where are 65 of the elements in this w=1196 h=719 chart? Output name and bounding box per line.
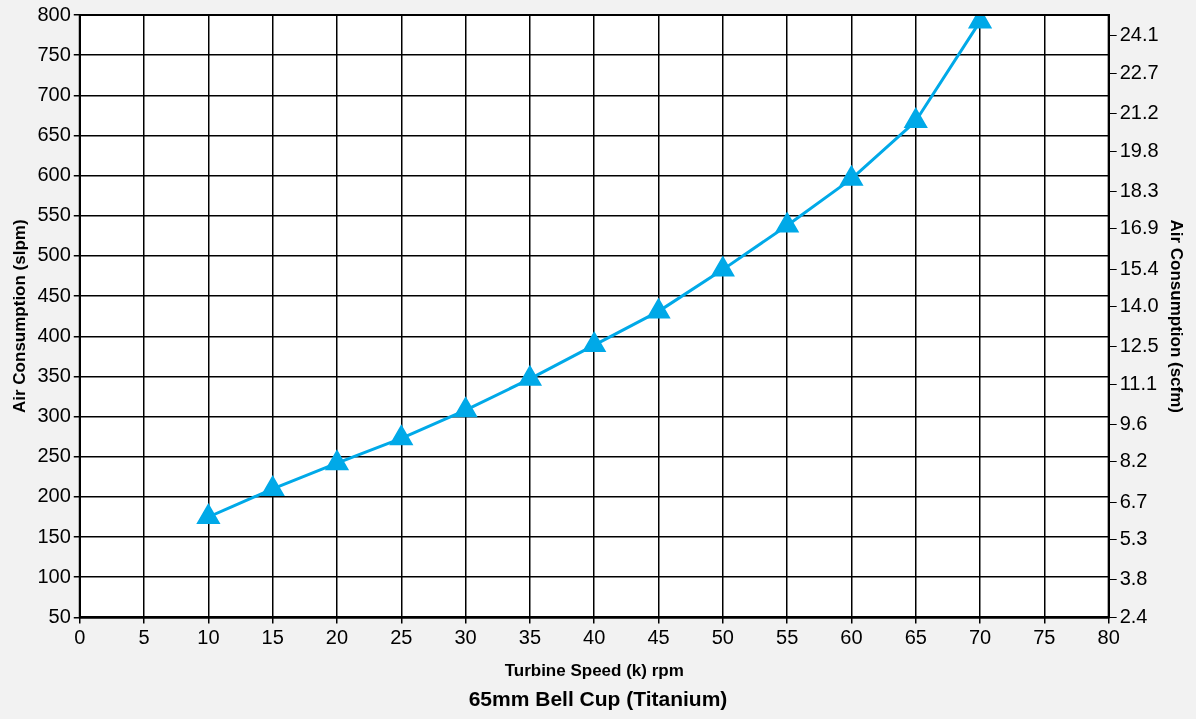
y2-tick-label: 19.8 — [1119, 138, 1159, 161]
y2-tick-label: 16.9 — [1119, 216, 1159, 239]
y-tick-label: 300 — [37, 404, 71, 427]
y2-tick-label: 6.7 — [1119, 489, 1148, 512]
y2-tick-label: 5.3 — [1119, 527, 1148, 550]
point — [454, 397, 477, 418]
y2-tick-label: 22.7 — [1119, 60, 1159, 83]
point — [647, 298, 670, 319]
x-tick-label: 10 — [197, 625, 220, 648]
x-tick-label: 0 — [74, 625, 86, 648]
x-tick-label: 60 — [840, 625, 863, 648]
y-tick-label: 400 — [37, 323, 71, 346]
x-tick-label: 15 — [261, 625, 284, 648]
y-tick-label: 750 — [37, 42, 71, 65]
point — [325, 450, 349, 471]
y-tick-label: 350 — [37, 363, 71, 386]
y2-tick-label: 8.2 — [1119, 449, 1148, 472]
x-tick-label: 70 — [968, 625, 992, 648]
x-tick-label: 40 — [583, 625, 606, 648]
x-tick-label: 30 — [454, 625, 477, 648]
y2-tick-label: 18.3 — [1119, 178, 1159, 201]
y2-tick-label: 12.5 — [1119, 334, 1159, 357]
y-tick-label: 50 — [48, 604, 71, 627]
x-tick-label: 25 — [390, 625, 413, 648]
y2-axis-title: Air Consumption (scfm) — [1167, 219, 1187, 413]
y2-tick-label: 14.0 — [1119, 294, 1159, 317]
y-axis-title: Air Consumption (slpm) — [9, 219, 29, 413]
y-tick-label: 600 — [37, 163, 71, 186]
point — [840, 166, 863, 186]
x-tick-label: 65 — [904, 625, 927, 648]
y-tick-label: 250 — [37, 444, 71, 467]
y2-tick-label: 15.4 — [1119, 256, 1159, 279]
y2-tick-label: 11.1 — [1119, 371, 1158, 394]
y-tick-label: 450 — [37, 283, 71, 306]
text: 65mm Bell Cup (Titanium) — [468, 687, 728, 711]
x-tick-label: 80 — [1097, 625, 1120, 648]
y-tick-label: 800 — [37, 2, 71, 25]
y2-tick-label: 24.1 — [1119, 23, 1159, 46]
y2-tick-label: 9.6 — [1119, 411, 1148, 434]
x-tick-label: 20 — [325, 625, 349, 648]
point — [261, 476, 284, 496]
y-tick-label: 700 — [37, 82, 71, 105]
point — [776, 212, 799, 233]
y2-tick-label: 3.8 — [1119, 567, 1148, 590]
point — [711, 257, 734, 277]
y2-tick-label: 2.4 — [1119, 604, 1148, 627]
x-tick-label: 55 — [776, 625, 799, 648]
x-tick-label: 35 — [518, 625, 542, 648]
point — [583, 332, 606, 353]
y-tick-label: 650 — [37, 123, 71, 145]
y-tick-label: 500 — [37, 243, 71, 266]
point — [197, 504, 220, 524]
point — [518, 366, 541, 386]
point — [390, 425, 413, 446]
y-tick-label: 150 — [37, 524, 71, 547]
x-tick-label: 50 — [711, 625, 734, 648]
x-tick-label: 45 — [647, 625, 670, 648]
x-tick-label: 5 — [138, 625, 150, 648]
point — [904, 108, 927, 129]
x-axis-title: Turbine Speed (k) rpm — [504, 661, 684, 681]
y-tick-label: 550 — [37, 203, 71, 226]
y-tick-label: 200 — [37, 484, 71, 507]
x-tick-label: 75 — [1033, 625, 1056, 648]
y2-tick-label: 21.2 — [1119, 101, 1159, 124]
y-tick-label: 100 — [37, 564, 71, 587]
